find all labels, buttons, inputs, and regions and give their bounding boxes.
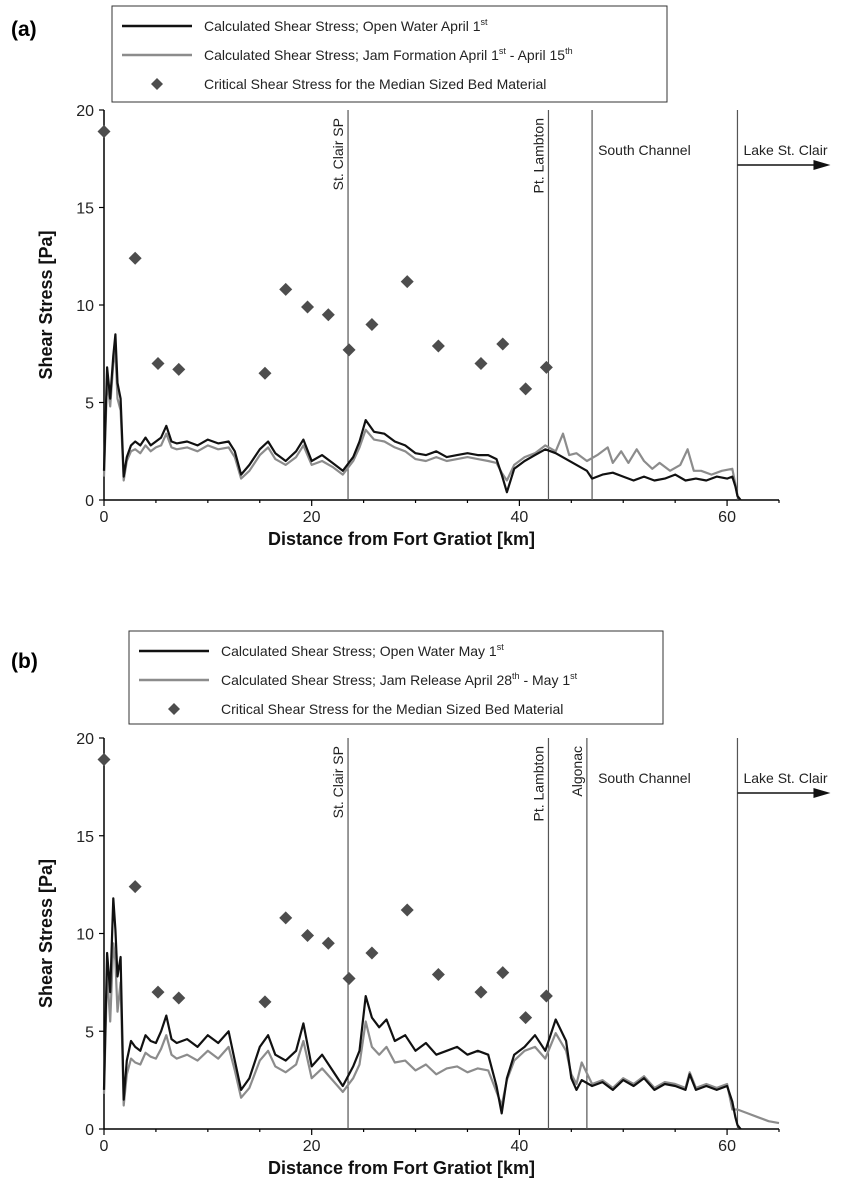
legend-text-part: - April 15 [506,47,565,63]
series-line [102,897,742,1130]
shear-stress-chart-a: (a) Calculated Shear Stress; Open Water A… [11,5,831,549]
legend-superscript: st [481,17,489,27]
location-label: Lake St. Clair [743,142,827,158]
x-tick-label: 20 [303,509,321,526]
critical-stress-marker [128,880,142,894]
legend-box [111,5,668,103]
critical-stress-marker [539,989,553,1003]
legend-entry-label: Critical Shear Stress for the Median Siz… [204,76,546,92]
legend-diamond-swatch [151,78,163,90]
critical-stress-marker [97,124,111,138]
critical-stress-marker [431,968,445,982]
y-tick-label: 10 [76,927,94,944]
critical-stress-marker [474,985,488,999]
y-tick-label: 15 [76,829,94,846]
legend-text-part: Calculated Shear Stress; Jam Formation A… [204,47,499,63]
y-tick-label: 0 [85,1122,94,1139]
legend-superscript: th [565,46,573,56]
critical-stress-marker [172,362,186,376]
location-label: Pt. Lambton [530,746,546,822]
y-tick-label: 10 [76,298,94,315]
critical-stress-marker [496,966,510,980]
legend-diamond-swatch [168,703,180,715]
location-label: St. Clair SP [330,118,346,190]
y-tick-label: 5 [85,1024,94,1041]
legend-entry-label: Calculated Shear Stress; Jam Release Apr… [221,671,578,688]
series-line [102,350,742,501]
critical-stress-marker [151,985,165,999]
critical-stress-marker [519,1011,533,1025]
critical-stress-marker [301,928,315,942]
series-line [102,942,780,1125]
y-tick-label: 20 [76,103,94,120]
location-label: South Channel [598,770,691,786]
legend-entry-label: Calculated Shear Stress; Jam Formation A… [204,46,573,63]
critical-stress-marker [258,366,272,380]
location-label: Algonac [569,746,585,797]
critical-stress-marker [279,911,293,925]
critical-stress-marker [279,282,293,296]
direction-arrow-head [813,788,831,798]
legend-text-part: Calculated Shear Stress; Jam Release Apr… [221,672,512,688]
legend-text-part: Critical Shear Stress for the Median Siz… [221,701,563,717]
location-label: Lake St. Clair [743,770,827,786]
legend-text-part: Calculated Shear Stress; Open Water May … [221,643,497,659]
critical-stress-marker [172,991,186,1005]
direction-arrow-head [813,160,831,170]
critical-stress-marker [128,251,142,265]
y-tick-label: 15 [76,201,94,218]
shear-stress-chart-b: (b) Calculated Shear Stress; Open Water M… [11,630,831,1178]
critical-stress-marker [496,337,510,351]
critical-stress-marker [342,343,356,357]
critical-stress-marker [321,936,335,950]
panel-label: (a) [11,18,37,41]
x-tick-label: 60 [718,1138,736,1155]
y-axis-title: Shear Stress [Pa] [36,859,56,1008]
y-tick-label: 0 [85,493,94,510]
series-line [102,333,742,501]
critical-stress-marker [151,357,165,370]
x-tick-label: 0 [100,509,109,526]
x-axis-title: Distance from Fort Gratiot [km] [268,529,535,549]
critical-stress-marker [365,946,379,960]
legend-text-part: Critical Shear Stress for the Median Siz… [204,76,546,92]
critical-stress-marker [97,753,111,767]
legend-superscript: th [512,671,520,681]
x-tick-label: 40 [510,509,528,526]
location-label: Pt. Lambton [530,118,546,194]
location-label: South Channel [598,142,691,158]
legend-entry-label: Calculated Shear Stress; Open Water Apri… [204,17,488,34]
y-tick-label: 5 [85,396,94,413]
x-tick-label: 60 [718,509,736,526]
legend-entry-label: Calculated Shear Stress; Open Water May … [221,642,504,659]
critical-stress-marker [365,318,379,331]
legend-box [128,630,664,725]
critical-stress-marker [474,357,488,370]
panel-label: (b) [11,650,38,673]
legend-superscript: st [499,46,507,56]
critical-stress-marker [400,903,414,917]
critical-stress-marker [258,995,272,1009]
critical-stress-marker [539,360,553,374]
x-tick-label: 20 [303,1138,321,1155]
x-axis-title: Distance from Fort Gratiot [km] [268,1158,535,1178]
legend-superscript: st [497,642,505,652]
critical-stress-marker [301,300,315,314]
x-tick-label: 40 [510,1138,528,1155]
y-axis-title: Shear Stress [Pa] [36,230,56,379]
critical-stress-marker [431,339,445,353]
critical-stress-marker [400,275,414,289]
legend-entry-label: Critical Shear Stress for the Median Siz… [221,701,563,717]
y-tick-label: 20 [76,731,94,748]
legend-text-part: - May 1 [520,672,571,688]
legend-superscript: st [570,671,578,681]
critical-stress-marker [519,382,533,396]
location-label: St. Clair SP [330,746,346,818]
legend-text-part: Calculated Shear Stress; Open Water Apri… [204,18,481,34]
critical-stress-marker [321,308,335,322]
x-tick-label: 0 [100,1138,109,1155]
critical-stress-marker [342,971,356,985]
